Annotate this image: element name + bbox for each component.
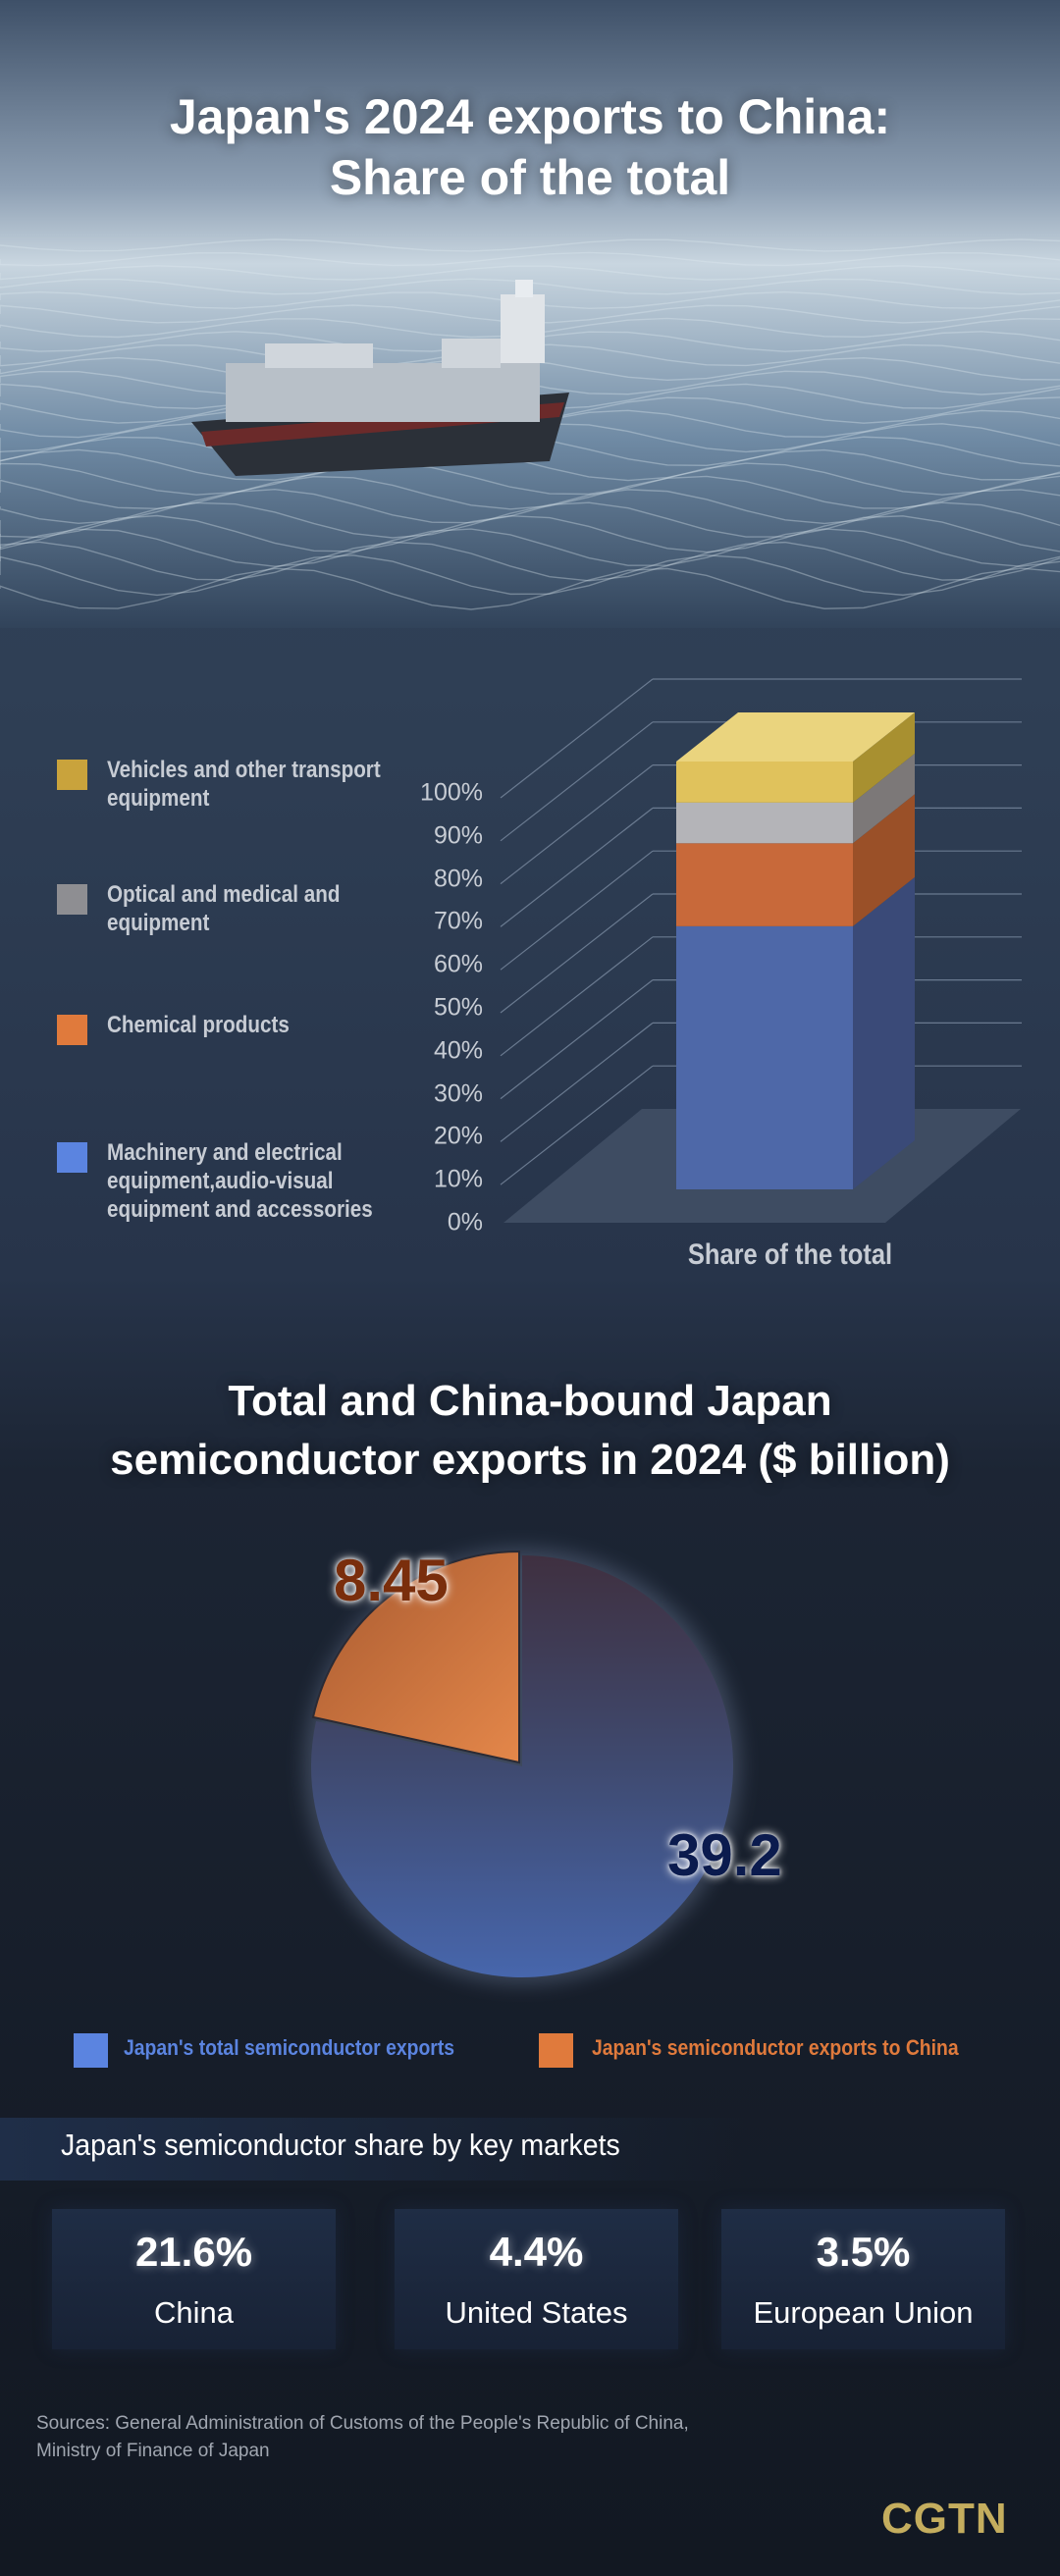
bar-segment-front [676, 762, 853, 803]
sources: Sources: General Administration of Custo… [36, 2410, 689, 2465]
gridline-diagonal [500, 721, 654, 842]
y-tick-label: 100% [420, 778, 483, 807]
title-line-1: Japan's 2024 exports to China: [169, 89, 891, 144]
market-name: European Union [753, 2295, 974, 2330]
y-tick-label: 90% [433, 821, 483, 850]
market-share-value: 3.5% [816, 2229, 911, 2275]
y-tick-label: 40% [433, 1036, 483, 1065]
market-name: United States [445, 2295, 628, 2330]
gridline-diagonal [500, 1022, 654, 1142]
cgtn-logo: CGTN [881, 2495, 1008, 2543]
gridline-diagonal [500, 764, 654, 885]
wave-line [0, 238, 1060, 252]
pie-label-total: 39.2 [667, 1822, 782, 1888]
pie-title-line-1: Total and China-bound Japan [228, 1377, 832, 1425]
market-name: China [154, 2295, 234, 2330]
gridline-diagonal [500, 807, 654, 927]
y-tick-label: 10% [433, 1165, 483, 1193]
gridline-diagonal [500, 893, 654, 1014]
wave-line [0, 462, 1060, 496]
wave-line [0, 251, 1060, 267]
y-tick-label: 50% [433, 993, 483, 1022]
wave-line [0, 501, 1060, 539]
ship-icon [191, 280, 569, 476]
market-share-value: 4.4% [489, 2229, 584, 2275]
gridline-diagonal [500, 979, 654, 1100]
sources-line-2: Ministry of Finance of Japan [36, 2441, 270, 2461]
bar-segment-side [853, 794, 915, 926]
wave-line [0, 278, 1060, 295]
y-tick-label: 0% [447, 1208, 483, 1236]
wave-line [0, 567, 1060, 610]
markets-title: Japan's semiconductor share by key marke… [61, 2128, 620, 2162]
gridline-diagonal [500, 678, 654, 799]
title-line-2: Share of the total [329, 150, 731, 205]
legend-swatch [57, 884, 87, 915]
market-share-value: 21.6% [134, 2229, 253, 2275]
markets-header-band [0, 2118, 746, 2181]
market-card-european-union: 3.5% European Union [721, 2209, 1005, 2349]
wave-line [0, 475, 1060, 510]
legend-swatch [57, 1015, 87, 1045]
wave-line [0, 528, 1060, 567]
legend-swatch-china [539, 2033, 573, 2068]
bar-segment-side [853, 753, 915, 844]
legend-swatch [57, 1142, 87, 1173]
y-tick-label: 60% [433, 950, 483, 978]
gridline-diagonal [500, 936, 654, 1057]
wave-line [0, 514, 1060, 553]
pie-title: Total and China-bound Japan semiconducto… [0, 1372, 1060, 1490]
bar-segment-front [676, 802, 853, 844]
wave-line [0, 265, 1060, 281]
x-axis-category-label: Share of the total [687, 1238, 893, 1271]
sources-line-1: Sources: General Administration of Custo… [36, 2413, 689, 2434]
market-card-china: 21.6% China [52, 2209, 336, 2349]
bar-segment-front [676, 843, 853, 926]
legend-label: Vehicles and other transport equipment [107, 757, 381, 812]
y-tick-label: 70% [433, 907, 483, 935]
bar-top-face [676, 712, 915, 762]
pie-chart [304, 1549, 740, 1984]
pie-slice-total [311, 1555, 733, 1977]
y-tick-label: 20% [433, 1122, 483, 1150]
wave-line [0, 541, 1060, 582]
legend-label: Optical and medical and equipment [107, 881, 341, 936]
stacked-bar-chart [500, 678, 1022, 1223]
pie-slice-china [311, 1550, 520, 1764]
pie-title-line-2: semiconductor exports in 2024 ($ billion… [110, 1436, 950, 1484]
page-title: Japan's 2024 exports to China: Share of … [0, 86, 1060, 208]
bar-segment-side [853, 876, 915, 1189]
legend-label-china: Japan's semiconductor exports to China [592, 2035, 959, 2060]
gridline-diagonal [500, 1065, 654, 1185]
wave-line [0, 554, 1060, 597]
y-tick-label: 30% [433, 1079, 483, 1108]
gridline-diagonal [500, 850, 654, 971]
legend-swatch [57, 760, 87, 790]
y-tick-label: 80% [433, 865, 483, 893]
hero-ship-ocean-image [0, 0, 1060, 628]
legend-label-total: Japan's total semiconductor exports [124, 2035, 455, 2060]
market-card-united-states: 4.4% United States [395, 2209, 678, 2349]
legend-swatch-total [74, 2033, 108, 2068]
bar-segment-side [853, 712, 915, 803]
legend-label: Machinery and electrical equipment,audio… [107, 1139, 373, 1223]
pie-label-china: 8.45 [334, 1548, 449, 1613]
legend-label: Chemical products [107, 1012, 290, 1038]
wave-line [0, 488, 1060, 525]
bar-segment-front [676, 925, 853, 1189]
